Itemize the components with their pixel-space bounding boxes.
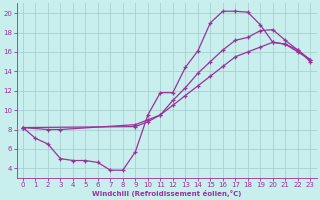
X-axis label: Windchill (Refroidissement éolien,°C): Windchill (Refroidissement éolien,°C) bbox=[92, 190, 241, 197]
